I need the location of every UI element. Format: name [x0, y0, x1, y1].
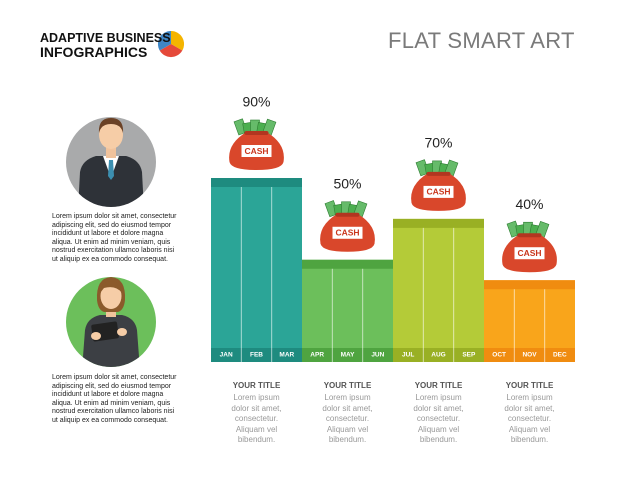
month-label: OCT: [492, 352, 506, 359]
month-strip: [302, 348, 393, 362]
value-label: 40%: [515, 196, 543, 212]
money-bag: CASH: [502, 220, 557, 273]
badge-bg: [241, 145, 272, 157]
month-label: MAY: [341, 352, 356, 359]
caption-text: Lorem ipsum dolor sit amet, consectetur.…: [504, 393, 555, 444]
value-label: 90%: [242, 94, 270, 110]
caption-text: Lorem ipsum dolor sit amet, consectetur.…: [322, 393, 373, 444]
money-bag: CASH: [320, 200, 375, 252]
pie-icon: [157, 30, 185, 58]
month-label: APR: [310, 352, 324, 359]
bag-tie: [426, 171, 451, 176]
month-label: JAN: [220, 352, 233, 359]
person-text: Lorem ipsum dolor sit amet, consectetur …: [52, 374, 177, 424]
badge-label: CASH: [244, 146, 268, 156]
month-label: DEC: [553, 352, 567, 359]
bag-tie: [517, 233, 542, 238]
badge-bg: [332, 226, 363, 239]
month-label: JUL: [402, 352, 414, 359]
badge-label: CASH: [426, 187, 450, 197]
bar-top-band: [302, 259, 393, 269]
bar: [211, 178, 302, 362]
bar-top-band: [211, 178, 302, 187]
money-bag: CASH: [229, 118, 284, 170]
bar: [393, 218, 484, 362]
caption-text: Lorem ipsum dolor sit amet, consectetur.…: [413, 393, 464, 444]
caption-text: Lorem ipsum dolor sit amet, consectetur.…: [231, 393, 282, 444]
caption-title: YOUR TITLE: [323, 381, 372, 390]
bar: [302, 259, 393, 362]
woman-avatar: [66, 277, 156, 367]
caption-title: YOUR TITLE: [232, 381, 281, 390]
brand-line-2: INFOGRAPHICS: [40, 44, 148, 60]
money-bag: CASH: [411, 159, 466, 211]
month-label: NOV: [522, 352, 537, 359]
badge-bg: [514, 247, 545, 260]
bar-top-band: [393, 218, 484, 228]
brand-line-1: ADAPTIVE BUSINESS: [40, 31, 171, 45]
month-strip: [211, 348, 302, 362]
month-label: MAR: [279, 352, 294, 359]
badge-label: CASH: [335, 228, 359, 238]
month-strip: [393, 348, 484, 362]
caption-title: YOUR TITLE: [414, 381, 463, 390]
man-avatar: [66, 117, 156, 207]
value-label: 50%: [333, 175, 361, 191]
bag-tie: [335, 212, 360, 217]
bar-top-band: [484, 280, 575, 290]
person-text: Lorem ipsum dolor sit amet, consectetur …: [52, 213, 177, 263]
month-label: AUG: [431, 352, 445, 359]
month-label: JUN: [371, 352, 384, 359]
caption-title: YOUR TITLE: [505, 381, 554, 390]
badge-bg: [423, 185, 454, 198]
month-strip: [484, 348, 575, 362]
badge-label: CASH: [517, 248, 541, 258]
bag-tie: [244, 131, 269, 135]
value-label: 70%: [424, 135, 452, 151]
month-label: SEP: [462, 352, 476, 359]
month-label: FEB: [250, 352, 263, 359]
page-title: FLAT SMART ART: [388, 28, 575, 53]
